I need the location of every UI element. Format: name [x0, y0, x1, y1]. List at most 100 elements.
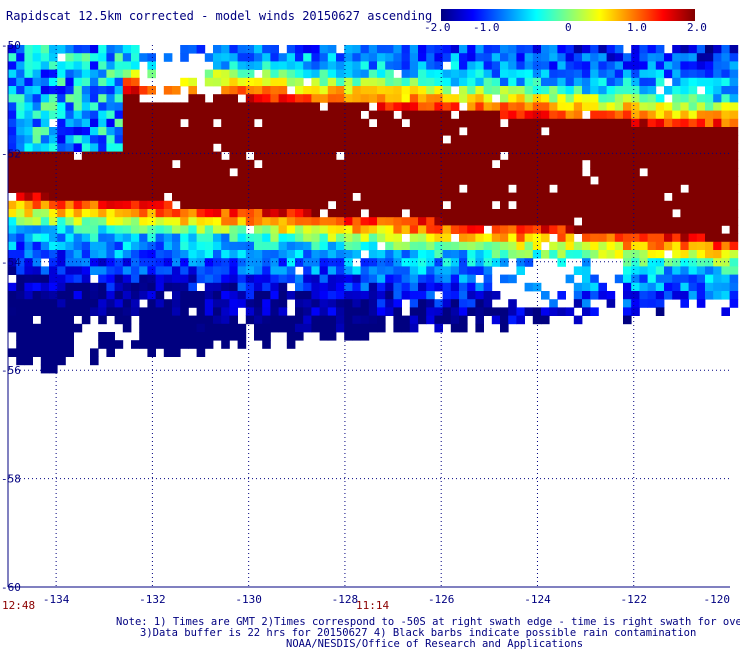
- swath-cell: [57, 184, 66, 193]
- swath-cell: [368, 127, 378, 136]
- swath-cell: [524, 200, 534, 210]
- swath-cell: [204, 307, 214, 316]
- swath-cell: [664, 118, 673, 128]
- swath-cell: [434, 315, 443, 325]
- swath-cell: [565, 94, 575, 103]
- swath-cell: [204, 102, 214, 111]
- swath-cell: [680, 45, 689, 54]
- swath-cell: [516, 151, 525, 161]
- swath-cell: [385, 225, 394, 234]
- swath-cell: [344, 241, 353, 251]
- swath-cell: [598, 168, 607, 177]
- swath-cell: [319, 323, 329, 333]
- swath-cell: [721, 233, 730, 243]
- swath-cell: [549, 118, 558, 128]
- swath-cell: [155, 307, 165, 316]
- swath-cell: [557, 69, 566, 79]
- swath-cell: [81, 127, 91, 136]
- swath-cell: [352, 209, 361, 218]
- swath-cell: [483, 86, 493, 95]
- swath-cell: [639, 176, 648, 185]
- swath-cell: [262, 176, 271, 185]
- swath-cell: [295, 184, 304, 193]
- swath-cell: [163, 348, 173, 357]
- swath-cell: [40, 364, 50, 374]
- swath-cell: [245, 53, 255, 62]
- swath-cell: [122, 217, 132, 226]
- swath-cell: [114, 135, 124, 144]
- swath-cell: [98, 151, 107, 161]
- swath-cell: [155, 315, 165, 325]
- swath-cell: [385, 217, 394, 226]
- swath-cell: [705, 168, 714, 177]
- swath-cell: [319, 151, 329, 161]
- swath-cell: [705, 241, 714, 251]
- swath-cell: [459, 45, 468, 54]
- swath-cell: [606, 192, 616, 202]
- swath-cell: [368, 159, 378, 169]
- swath-cell: [426, 258, 435, 267]
- swath-cell: [401, 291, 411, 300]
- swath-cell: [450, 192, 460, 202]
- swath-cell: [270, 176, 279, 185]
- swath-cell: [713, 274, 722, 284]
- swath-cell: [491, 118, 501, 128]
- swath-cell: [155, 176, 165, 185]
- swath-cell: [221, 102, 230, 111]
- swath-cell: [721, 241, 730, 251]
- swath-cell: [303, 192, 312, 202]
- swath-cell: [467, 86, 476, 95]
- swath-cell: [483, 168, 493, 177]
- swath-cell: [336, 200, 345, 210]
- swath-cell: [24, 299, 33, 308]
- swath-cell: [352, 274, 361, 284]
- swath-cell: [98, 61, 107, 70]
- swath-cell: [172, 143, 181, 152]
- swath-cell: [295, 217, 304, 226]
- swath-cell: [434, 307, 443, 316]
- swath-cell: [286, 53, 296, 62]
- swath-cell: [106, 184, 115, 193]
- swath-cell: [196, 332, 206, 341]
- swath-cell: [24, 250, 33, 259]
- swath-cell: [664, 168, 673, 177]
- swath-cell: [65, 200, 74, 210]
- swath-cell: [16, 356, 25, 366]
- swath-cell: [131, 168, 140, 177]
- swath-cell: [131, 258, 140, 267]
- swath-cell: [229, 217, 238, 226]
- swath-cell: [188, 258, 197, 267]
- swath-cell: [24, 225, 33, 234]
- swath-cell: [147, 291, 156, 300]
- swath-cell: [163, 250, 173, 259]
- swath-cell: [483, 102, 493, 111]
- swath-cell: [278, 61, 288, 70]
- swath-cell: [442, 69, 452, 79]
- swath-cell: [270, 192, 279, 202]
- swath-cell: [106, 225, 115, 234]
- swath-cell: [65, 274, 74, 284]
- swath-cell: [450, 274, 460, 284]
- swath-cell: [286, 94, 296, 103]
- swath-cell: [606, 184, 616, 193]
- swath-cell: [81, 241, 91, 251]
- swath-cell: [303, 282, 312, 292]
- swath-cell: [590, 118, 599, 128]
- swath-cell: [106, 77, 115, 87]
- swath-cell: [524, 184, 534, 193]
- swath-cell: [40, 307, 50, 316]
- swath-cell: [344, 291, 353, 300]
- swath-cell: [532, 282, 542, 292]
- swath-cell: [557, 53, 566, 62]
- swath-cell: [122, 118, 132, 128]
- swath-cell: [360, 258, 370, 267]
- swath-cell: [172, 266, 181, 275]
- swath-cell: [295, 233, 304, 243]
- swath-cell: [106, 282, 115, 292]
- swath-cell: [557, 217, 566, 226]
- swath-cell: [221, 159, 230, 169]
- swath-cell: [270, 217, 279, 226]
- swath-cell: [254, 250, 263, 259]
- swath-cell: [180, 151, 189, 161]
- swath-cell: [672, 217, 681, 226]
